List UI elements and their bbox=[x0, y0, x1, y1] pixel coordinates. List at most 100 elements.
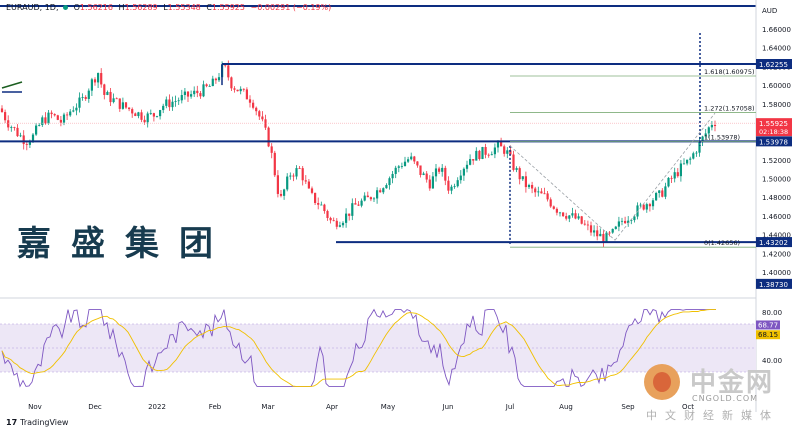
price-tag-value: 1.62255 bbox=[759, 61, 788, 69]
candle-body bbox=[487, 154, 490, 156]
candle-body bbox=[599, 233, 602, 237]
candle-body bbox=[419, 165, 422, 175]
tradingview-label: TradingView bbox=[20, 418, 69, 427]
candle-body bbox=[521, 176, 524, 180]
candle-body bbox=[605, 232, 608, 242]
candle-body bbox=[565, 216, 568, 219]
y-tick-label: 1.40000 bbox=[762, 269, 791, 277]
candle-body bbox=[62, 114, 66, 123]
trend-mark bbox=[1, 81, 23, 89]
candle-body bbox=[38, 125, 41, 126]
candle-body bbox=[351, 203, 354, 216]
candle-body bbox=[152, 113, 155, 117]
candle-body bbox=[310, 188, 314, 193]
candle-body bbox=[16, 127, 19, 137]
candle-body bbox=[444, 167, 447, 181]
candle-body bbox=[69, 111, 72, 116]
candle-body bbox=[276, 175, 279, 194]
candle-body bbox=[369, 197, 372, 200]
candle-body bbox=[264, 119, 267, 128]
candle-body bbox=[261, 116, 264, 120]
tradingview-credit[interactable]: 17 TradingView bbox=[6, 418, 68, 427]
candle-body bbox=[341, 222, 345, 226]
candle-body bbox=[493, 147, 496, 155]
candle-body bbox=[245, 89, 248, 100]
candle-body bbox=[168, 99, 171, 108]
fib-level-label: 1(1.53978) bbox=[704, 133, 740, 141]
candle-body bbox=[56, 115, 59, 120]
candle-body bbox=[217, 77, 221, 81]
candle-body bbox=[689, 158, 692, 160]
candle-body bbox=[301, 168, 304, 181]
candle-body bbox=[546, 193, 549, 200]
candle-body bbox=[338, 225, 341, 227]
candle-body bbox=[531, 184, 534, 189]
candle-body bbox=[713, 124, 717, 127]
close-label: C bbox=[206, 3, 212, 12]
candle-body bbox=[134, 113, 137, 117]
x-tick-label: May bbox=[381, 403, 395, 411]
candle-body bbox=[186, 91, 190, 97]
candle-body bbox=[258, 111, 261, 117]
candle-body bbox=[329, 217, 332, 221]
candle-body bbox=[453, 186, 456, 188]
candle-body bbox=[28, 142, 31, 145]
candle-body bbox=[710, 124, 713, 128]
candle-body bbox=[527, 184, 531, 188]
candle-body bbox=[357, 204, 360, 206]
brand-watermark: 嘉盛集团 bbox=[17, 224, 233, 264]
candle-body bbox=[447, 180, 450, 191]
candle-body bbox=[78, 97, 81, 108]
candle-body bbox=[537, 191, 540, 193]
candle-body bbox=[667, 177, 670, 187]
candle-body bbox=[106, 91, 109, 95]
candle-body bbox=[469, 159, 472, 165]
candle-body bbox=[202, 84, 205, 97]
candle-body bbox=[633, 216, 636, 221]
candle-body bbox=[639, 204, 642, 206]
candle-body bbox=[87, 90, 90, 99]
x-tick-label: Sep bbox=[621, 403, 635, 411]
candle-body bbox=[509, 150, 512, 155]
candle-body bbox=[283, 189, 286, 196]
candle-body bbox=[165, 99, 168, 106]
candle-body bbox=[372, 198, 376, 200]
y-tick-label: 1.42000 bbox=[762, 250, 791, 258]
y-tick-label: 1.58000 bbox=[762, 101, 791, 109]
candle-body bbox=[199, 93, 202, 97]
candle-body bbox=[248, 99, 252, 103]
candle-body bbox=[273, 152, 276, 176]
candle-body bbox=[50, 112, 53, 115]
candle-body bbox=[385, 185, 388, 189]
candle-body bbox=[397, 166, 400, 168]
candle-body bbox=[701, 136, 704, 142]
candle-body bbox=[255, 107, 258, 112]
candle-body bbox=[97, 73, 100, 83]
candle-body bbox=[0, 108, 4, 113]
candle-body bbox=[686, 159, 689, 164]
candle-body bbox=[422, 173, 425, 175]
candle-body bbox=[500, 141, 503, 147]
symbol-label[interactable]: EURAUD, 1D, bbox=[6, 3, 59, 12]
candle-body bbox=[704, 133, 707, 137]
candle-body bbox=[252, 102, 255, 108]
candle-body bbox=[7, 120, 10, 128]
candle-body bbox=[90, 79, 93, 91]
candle-body bbox=[695, 152, 698, 154]
candle-body bbox=[208, 86, 211, 87]
candle-body bbox=[214, 78, 217, 81]
fib-level-label: 1.272(1.57058) bbox=[704, 105, 755, 113]
candle-body bbox=[472, 159, 475, 161]
candle-body bbox=[617, 221, 620, 227]
candle-body bbox=[602, 233, 605, 242]
rsi-tag-value: 68.15 bbox=[758, 331, 778, 339]
candle-body bbox=[580, 216, 583, 224]
price-tag-value: 1.55925 bbox=[759, 120, 788, 128]
candle-body bbox=[295, 168, 298, 177]
x-tick-label: Aug bbox=[559, 403, 573, 411]
candle-body bbox=[224, 64, 227, 66]
candle-body bbox=[568, 215, 571, 219]
candle-body bbox=[304, 180, 307, 182]
candle-body bbox=[651, 200, 655, 207]
